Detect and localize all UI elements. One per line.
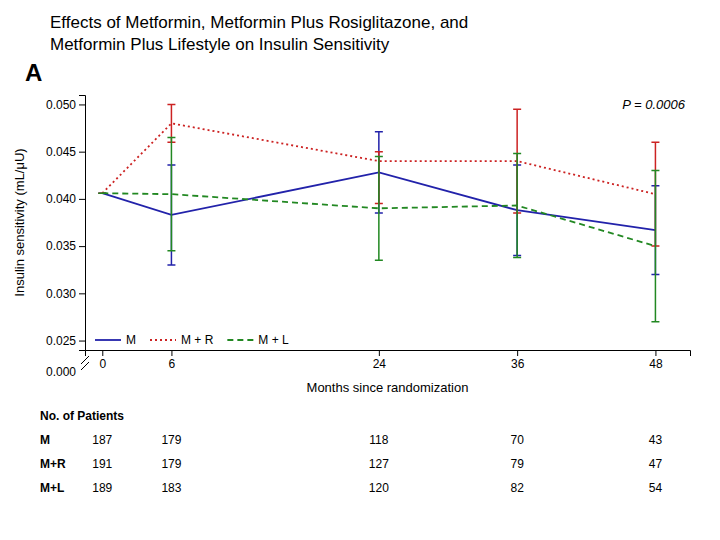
table-cell: 43 [649,433,663,447]
error-bar [375,156,383,260]
y-tick-mark [79,246,85,247]
x-tick-mark [171,350,172,356]
chart: Effects of Metformin, Metformin Plus Ros… [0,0,720,540]
error-bar [98,192,106,194]
table-cell: 183 [161,481,181,495]
x-tick: 0 [99,350,106,371]
x-tick-mark [379,350,380,356]
error-bar [98,192,106,194]
y-break-label: 0.000 [46,365,76,379]
legend-item: M [95,333,136,347]
table-cell: 189 [92,481,112,495]
x-axis-title: Months since randomization [307,380,469,395]
y-tick: 0.050 [46,98,85,112]
legend-label: M [126,333,136,347]
table-row-label: M+L [40,481,64,495]
panel-label: A [25,59,42,86]
table-cell: 118 [369,433,388,447]
table-cell: 82 [510,481,524,495]
x-tick-label: 36 [511,357,525,371]
series [98,138,659,322]
x-tick: 24 [373,350,387,371]
x-tick-label: 24 [373,357,387,371]
table-cell: 79 [510,457,524,471]
legend-item: M + L [227,333,289,347]
y-tick-label: 0.045 [46,145,76,159]
y-tick: 0.030 [46,287,85,301]
y-tick: 0.045 [46,145,85,159]
table-cell: 179 [161,457,181,471]
x-tick-mark [517,350,518,356]
table-row-label: M+R [40,457,66,471]
legend: M M + R M + L [95,333,289,347]
y-tick-label: 0.025 [46,334,76,348]
legend-label: M + R [181,333,214,347]
plot-area [98,104,659,321]
x-tick: 6 [169,350,176,371]
title: Metformin Plus Lifestyle on Insulin Sens… [50,35,390,54]
series [98,132,659,275]
legend-swatch [95,339,121,341]
table-cell: 54 [649,481,663,495]
y-tick-label: 0.050 [46,98,76,112]
y-axis: 0.025 0.030 0.035 0.040 0.045 0.050 [46,96,86,351]
y-tick: 0.025 [46,334,85,348]
y-tick: 0.035 [46,239,85,253]
y-tick-mark [79,152,85,153]
y-tick-label: 0.035 [46,239,76,253]
title: Effects of Metformin, Metformin Plus Ros… [50,13,468,32]
x-tick: 36 [511,350,525,371]
x-axis: 0 6 24 36 48 [86,350,691,371]
table: No. of Patients M 187 179 118 70 43 M+R 191 179 12… [40,409,662,495]
legend-item: M + R [150,333,214,347]
break-mark [81,356,89,364]
x-tick-label: 48 [649,357,663,371]
x-tick: 48 [649,350,663,371]
y-axis-line [79,96,86,351]
table-cell: 127 [369,457,389,471]
x-tick-mark [655,350,656,356]
legend-swatch [227,339,253,341]
table-row-label: M [40,433,50,447]
axis-break: 0.000 [46,356,89,379]
error-bar [167,104,175,142]
y-tick-mark [79,341,85,342]
y-tick-mark [79,199,85,200]
x-axis-line [86,351,691,357]
table-cell: 187 [92,433,112,447]
table-cell: 70 [510,433,524,447]
y-tick: 0.040 [46,192,85,206]
error-bar [513,154,521,258]
table-cell: 179 [161,433,181,447]
legend-label: M + L [258,333,289,347]
error-bar [167,138,175,251]
y-tick-mark [79,293,85,294]
table-title: No. of Patients [40,409,124,423]
x-tick-label: 0 [99,357,106,371]
y-axis-title: Insulin sensitivity (mL/μU) [12,148,27,296]
y-tick-mark [79,104,85,105]
y-tick-label: 0.030 [46,287,76,301]
annotation: P = 0.0006 [622,97,686,112]
error-bar [651,171,659,322]
y-tick-label: 0.040 [46,192,76,206]
x-tick-mark [102,350,103,356]
x-tick-label: 6 [169,357,176,371]
table-cell: 191 [92,457,112,471]
table-cell: 47 [649,457,663,471]
legend-swatch [150,339,176,341]
table-cell: 120 [369,481,389,495]
error-bar [98,192,106,194]
